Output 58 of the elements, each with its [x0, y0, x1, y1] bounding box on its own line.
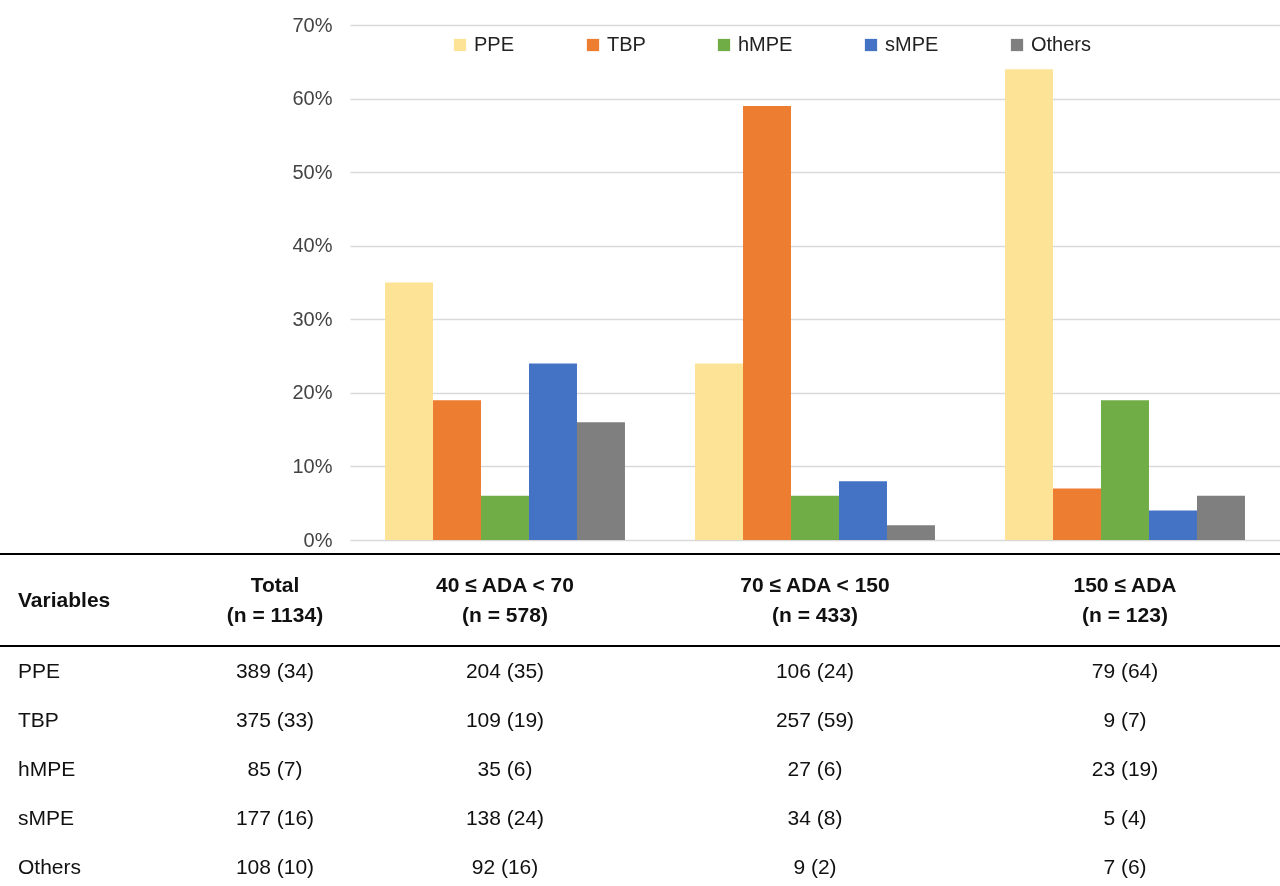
- data-label: 7 (6): [1102, 853, 1148, 880]
- x-tick-label: 150 ≤ ADA (n = 123): [1072, 572, 1178, 628]
- data-label: 138 (24): [464, 804, 546, 831]
- data-label: 5 (4): [1102, 804, 1148, 831]
- bar: [481, 495, 529, 540]
- legend-label: PPE: [474, 33, 515, 55]
- bar: [1148, 510, 1197, 540]
- bar: [1101, 400, 1149, 540]
- bar: [791, 495, 839, 540]
- data-label: 9 (2): [792, 853, 838, 880]
- text: sMPE: [18, 805, 75, 829]
- data-label: 106 (24): [774, 658, 856, 684]
- text: 177 (16): [234, 804, 316, 831]
- bar: [1005, 69, 1054, 540]
- bar: [576, 422, 625, 540]
- bar: [433, 400, 482, 540]
- text: PPE: [18, 659, 61, 682]
- bar: [1196, 495, 1245, 540]
- data-label: 35 (6): [476, 755, 534, 782]
- data-label: 79 (64): [1090, 658, 1160, 684]
- legend-label: Others: [1031, 33, 1092, 55]
- bar: [743, 105, 792, 540]
- data-label: 34 (8): [786, 804, 844, 831]
- text: 389 (34): [234, 658, 316, 684]
- data-label: 92 (16): [470, 853, 540, 880]
- bar: [838, 481, 887, 540]
- text: hMPE: [18, 756, 76, 780]
- x-tick-label: 70 ≤ ADA < 150 (n = 433): [739, 572, 891, 628]
- data-label: 109 (19): [464, 706, 546, 733]
- legend-label: hMPE: [738, 33, 793, 55]
- data-label: 27 (6): [786, 755, 844, 782]
- y-tick-label: 20%: [292, 381, 333, 404]
- legend-label: sMPE: [885, 33, 939, 55]
- text: Others: [18, 854, 82, 878]
- data-label: 204 (35): [464, 658, 546, 684]
- bar: [528, 363, 577, 540]
- bar: [385, 282, 434, 540]
- text: 375 (33): [234, 706, 316, 733]
- data-label: 9 (7): [1102, 706, 1148, 733]
- text: 108 (10): [234, 853, 316, 880]
- x-tick-label: 40 ≤ ADA < 70 (n = 578): [435, 572, 575, 628]
- data-label: 23 (19): [1090, 755, 1160, 782]
- y-tick-label: 70%: [292, 13, 333, 36]
- y-tick-label: 10%: [292, 454, 333, 477]
- y-tick-label: 30%: [292, 307, 333, 330]
- data-label: 257 (59): [774, 706, 856, 733]
- y-tick-label: 0%: [303, 528, 333, 551]
- legend-label: TBP: [607, 33, 646, 55]
- y-tick-label: 60%: [292, 87, 333, 110]
- text: Variables: [17, 587, 112, 613]
- y-tick-label: 50%: [292, 160, 333, 183]
- text: 85 (7): [246, 755, 304, 782]
- bar: [1053, 488, 1102, 540]
- text: Total (n = 1134): [225, 572, 325, 628]
- text: TBP: [18, 707, 59, 731]
- bar: [695, 363, 744, 540]
- y-tick-label: 40%: [292, 234, 333, 257]
- bar: [886, 525, 935, 540]
